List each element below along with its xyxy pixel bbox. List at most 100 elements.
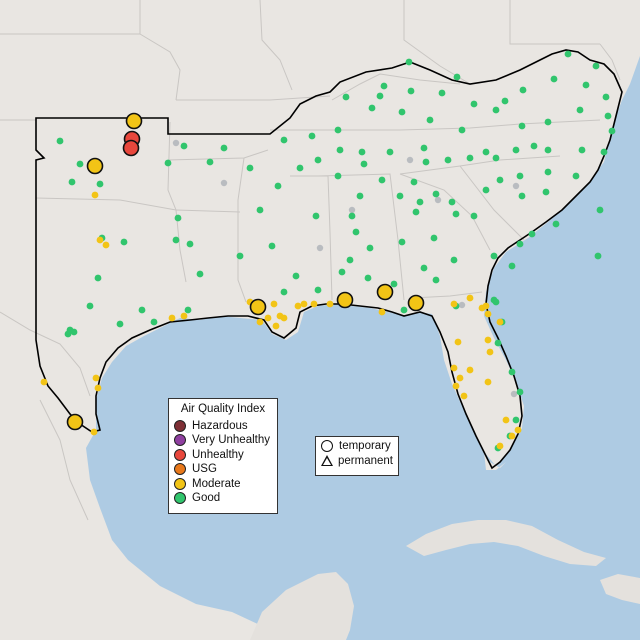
good-monitor-marker[interactable] [596,206,604,214]
good-monitor-marker[interactable] [508,368,516,376]
good-monitor-marker[interactable] [220,144,228,152]
inactive-monitor-marker[interactable] [434,196,442,204]
moderate-monitor-marker[interactable] [280,314,288,322]
good-monitor-marker[interactable] [412,208,420,216]
good-monitor-marker[interactable] [280,136,288,144]
moderate-monitor-marker[interactable] [94,384,102,392]
good-monitor-marker[interactable] [405,58,413,66]
good-monitor-marker[interactable] [334,126,342,134]
good-monitor-marker[interactable] [542,188,550,196]
good-monitor-marker[interactable] [519,86,527,94]
good-monitor-marker[interactable] [196,270,204,278]
moderate-monitor-marker[interactable] [300,300,308,308]
good-monitor-marker[interactable] [180,142,188,150]
moderate-monitor-marker[interactable] [466,366,474,374]
good-monitor-marker[interactable] [390,280,398,288]
good-monitor-marker[interactable] [432,276,440,284]
good-monitor-marker[interactable] [398,108,406,116]
good-monitor-marker[interactable] [470,100,478,108]
good-monitor-marker[interactable] [518,192,526,200]
moderate-monitor-marker[interactable] [180,312,188,320]
moderate-temporary-monitor-marker[interactable] [125,112,143,130]
moderate-monitor-marker[interactable] [456,374,464,382]
good-monitor-marker[interactable] [453,73,461,81]
moderate-monitor-marker[interactable] [482,302,490,310]
good-monitor-marker[interactable] [346,256,354,264]
good-monitor-marker[interactable] [274,182,282,190]
good-monitor-marker[interactable] [516,388,524,396]
moderate-monitor-marker[interactable] [256,318,264,326]
moderate-temporary-monitor-marker[interactable] [66,413,84,431]
good-monitor-marker[interactable] [314,286,322,294]
moderate-monitor-marker[interactable] [452,382,460,390]
good-monitor-marker[interactable] [492,106,500,114]
moderate-monitor-marker[interactable] [92,374,100,382]
good-monitor-marker[interactable] [550,75,558,83]
good-monitor-marker[interactable] [490,296,498,304]
good-monitor-marker[interactable] [184,306,192,314]
good-monitor-marker[interactable] [518,122,526,130]
moderate-monitor-marker[interactable] [90,428,98,436]
inactive-monitor-marker[interactable] [458,301,466,309]
inactive-monitor-marker[interactable] [510,390,518,398]
inactive-monitor-marker[interactable] [316,244,324,252]
good-monitor-marker[interactable] [172,236,180,244]
monitor-markers[interactable] [40,50,616,452]
good-monitor-marker[interactable] [420,144,428,152]
moderate-monitor-marker[interactable] [91,191,99,199]
good-monitor-marker[interactable] [604,112,612,120]
good-monitor-marker[interactable] [594,252,602,260]
good-monitor-marker[interactable] [444,156,452,164]
good-monitor-marker[interactable] [356,192,364,200]
inactive-monitor-marker[interactable] [512,182,520,190]
good-monitor-marker[interactable] [368,104,376,112]
moderate-monitor-marker[interactable] [272,322,280,330]
good-monitor-marker[interactable] [501,97,509,105]
good-monitor-marker[interactable] [364,274,372,282]
good-monitor-marker[interactable] [280,288,288,296]
good-monitor-marker[interactable] [352,228,360,236]
good-monitor-marker[interactable] [432,190,440,198]
good-monitor-marker[interactable] [70,328,78,336]
good-monitor-marker[interactable] [608,127,616,135]
good-monitor-marker[interactable] [174,214,182,222]
good-monitor-marker[interactable] [186,240,194,248]
moderate-monitor-marker[interactable] [102,241,110,249]
good-monitor-marker[interactable] [150,318,158,326]
moderate-monitor-marker[interactable] [454,338,462,346]
moderate-monitor-marker[interactable] [264,314,272,322]
unhealthy-temporary-monitor-marker[interactable] [122,139,140,157]
good-monitor-marker[interactable] [490,252,498,260]
good-monitor-marker[interactable] [376,92,384,100]
good-monitor-marker[interactable] [396,192,404,200]
good-monitor-marker[interactable] [602,93,610,101]
moderate-monitor-marker[interactable] [96,236,104,244]
good-monitor-marker[interactable] [378,176,386,184]
good-monitor-marker[interactable] [516,240,524,248]
good-monitor-marker[interactable] [206,158,214,166]
good-monitor-marker[interactable] [426,116,434,124]
good-monitor-marker[interactable] [544,168,552,176]
good-monitor-marker[interactable] [410,178,418,186]
good-monitor-marker[interactable] [466,154,474,162]
inactive-monitor-marker[interactable] [172,139,180,147]
moderate-monitor-marker[interactable] [496,318,504,326]
good-monitor-marker[interactable] [512,146,520,154]
moderate-monitor-marker[interactable] [508,432,516,440]
good-monitor-marker[interactable] [94,274,102,282]
good-monitor-marker[interactable] [348,212,356,220]
inactive-monitor-marker[interactable] [406,156,414,164]
moderate-monitor-marker[interactable] [484,310,492,318]
good-monitor-marker[interactable] [398,238,406,246]
good-monitor-marker[interactable] [470,212,478,220]
moderate-monitor-marker[interactable] [310,300,318,308]
good-monitor-marker[interactable] [268,242,276,250]
good-monitor-marker[interactable] [386,148,394,156]
good-monitor-marker[interactable] [236,252,244,260]
moderate-monitor-marker[interactable] [486,348,494,356]
moderate-monitor-marker[interactable] [168,314,176,322]
moderate-monitor-marker[interactable] [502,416,510,424]
good-monitor-marker[interactable] [120,238,128,246]
inactive-monitor-marker[interactable] [348,206,356,214]
